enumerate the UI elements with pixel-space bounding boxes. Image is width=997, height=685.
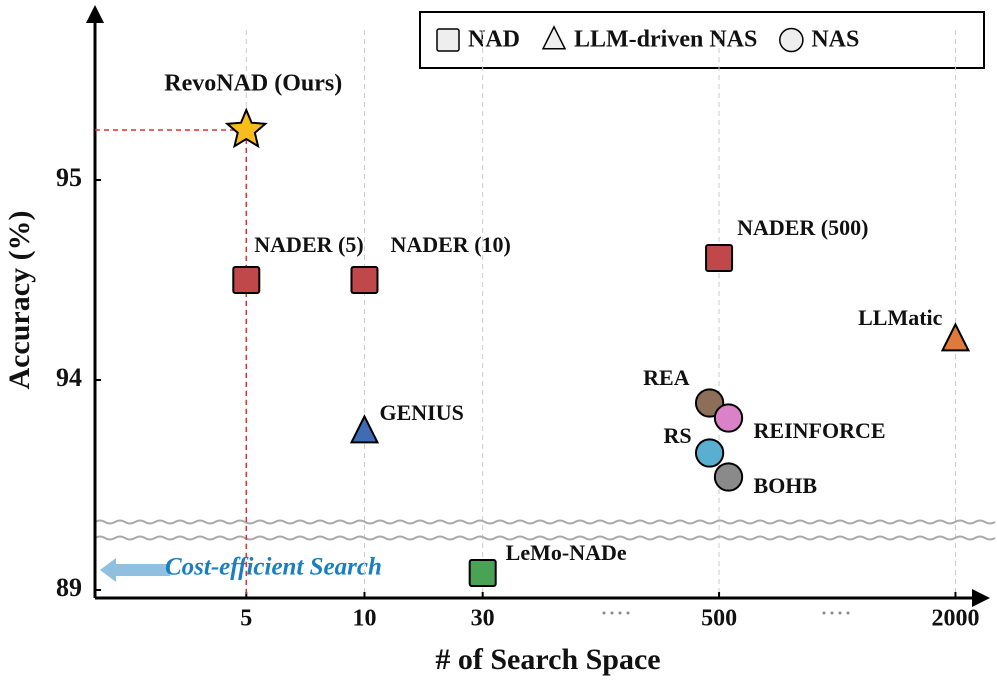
- legend-box: [419, 11, 985, 69]
- point-label: BOHB: [754, 473, 818, 498]
- point-label: RS: [663, 423, 691, 448]
- x-tick-label: 500: [701, 606, 737, 632]
- square-marker: [468, 559, 497, 587]
- annotation-arrow-head: [100, 558, 116, 582]
- y-tick-label: 95: [56, 163, 82, 192]
- point-label: REA: [643, 365, 690, 390]
- x-tick-label: 2000: [931, 606, 979, 632]
- point-label: NADER (500): [737, 215, 868, 240]
- triangle-marker: [940, 322, 971, 352]
- point-label: GENIUS: [379, 400, 463, 425]
- point-label: NADER (5): [254, 232, 363, 257]
- axis-break: [94, 519, 996, 525]
- square-marker: [350, 266, 379, 294]
- star-marker: [224, 107, 268, 149]
- circle-marker: [713, 403, 744, 433]
- legend-label: LLM-driven NAS: [574, 27, 757, 53]
- triangle-marker: [349, 414, 380, 444]
- point-label: NADER (10): [390, 232, 510, 257]
- legend: NAD LLM-driven NAS NAS: [419, 11, 985, 69]
- annotation: Cost-efficient Search: [165, 554, 382, 581]
- x-axis-label: # of Search Space: [435, 643, 660, 676]
- point-label: LLMatic: [858, 305, 943, 330]
- x-tick-label: 10: [352, 606, 376, 632]
- triangle-marker: [541, 25, 567, 50]
- square-marker: [436, 28, 460, 52]
- point-label: LeMo-NADe: [506, 540, 627, 565]
- ellipsis: [602, 611, 850, 615]
- circle-marker: [713, 462, 744, 492]
- square-marker: [705, 244, 734, 272]
- square-marker: [232, 266, 261, 294]
- legend-label: NAS: [811, 27, 859, 53]
- point-label: RevoNAD (Ours): [164, 71, 342, 97]
- circle-marker: [779, 27, 804, 53]
- point-label: REINFORCE: [754, 418, 886, 443]
- y-tick-label: 94: [56, 363, 82, 392]
- y-axis-label: Accuracy (%): [3, 210, 36, 389]
- circle-marker: [694, 438, 725, 468]
- axis-break: [94, 535, 996, 541]
- x-tick-label: 30: [471, 606, 495, 632]
- y-tick-label: 89: [56, 573, 82, 602]
- legend-label: NAD: [468, 27, 520, 53]
- x-tick-label: 5: [240, 606, 252, 632]
